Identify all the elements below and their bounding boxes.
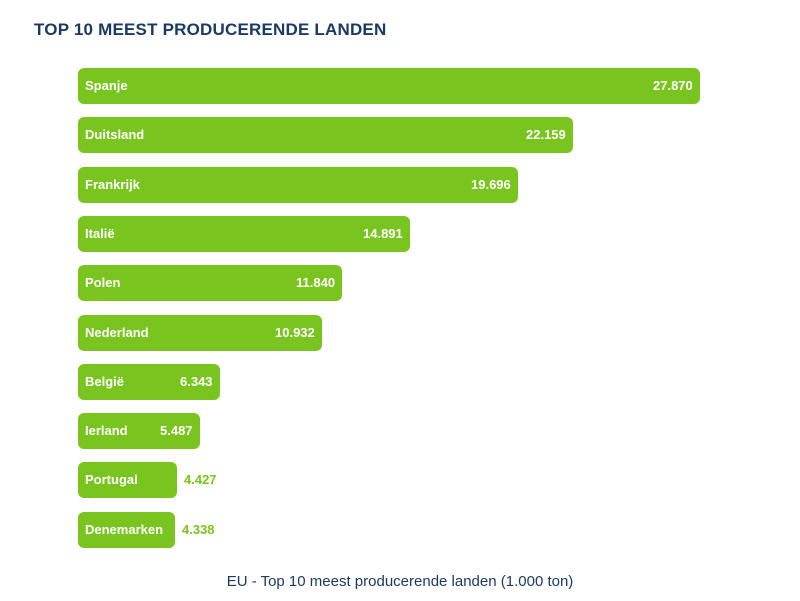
bar-label: Portugal (85, 472, 138, 487)
bar-frankrijk (78, 167, 518, 203)
bar-value-label: 10.932 (275, 325, 315, 340)
bar-value-label: 11.840 (296, 275, 336, 290)
bar-value-label: 5.487 (160, 423, 193, 438)
bar-label: Nederland (85, 325, 149, 340)
bar-value-label: 19.696 (471, 177, 511, 192)
bar-value-label: 4.427 (184, 472, 217, 487)
bar-label: Duitsland (85, 127, 145, 142)
bar-polen (78, 265, 342, 301)
chart-title: TOP 10 MEEST PRODUCERENDE LANDEN (34, 20, 387, 39)
bar-label: Frankrijk (85, 177, 140, 192)
bar-duitsland (78, 117, 573, 153)
bar-nederland (78, 315, 322, 351)
bar-spanje (78, 68, 700, 104)
bar-belgië (78, 364, 220, 400)
bar-portugal (78, 462, 177, 498)
bar-label: Polen (85, 275, 121, 290)
bar-ierland (78, 413, 200, 449)
chart-caption: EU - Top 10 meest producerende landen (1… (226, 573, 574, 590)
bar-value-label: 22.159 (526, 127, 566, 142)
bar-denemarken (78, 512, 175, 548)
bar-value-label: 14.891 (363, 226, 403, 241)
bar-label: Ierland (85, 423, 128, 438)
bar-italië (78, 216, 410, 252)
bar-label: België (85, 374, 125, 389)
bar-value-label: 6.343 (180, 374, 213, 389)
bar-value-label: 27.870 (653, 78, 693, 93)
bar-label: Denemarken (85, 522, 164, 537)
bar-label: Spanje (85, 78, 128, 93)
bar-value-label: 4.338 (182, 522, 215, 537)
bar-label: Italië (85, 226, 115, 241)
